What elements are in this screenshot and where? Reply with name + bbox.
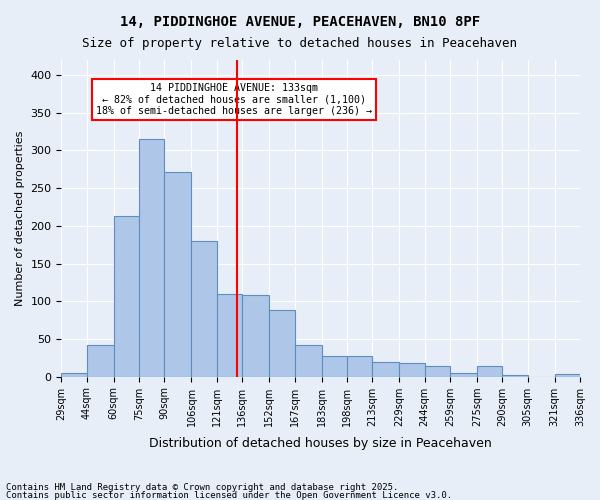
- Bar: [477, 366, 502, 376]
- Text: Size of property relative to detached houses in Peacehaven: Size of property relative to detached ho…: [83, 38, 517, 51]
- Bar: [554, 374, 580, 376]
- Bar: [372, 362, 399, 376]
- Bar: [322, 356, 347, 376]
- Text: 14, PIDDINGHOE AVENUE, PEACEHAVEN, BN10 8PF: 14, PIDDINGHOE AVENUE, PEACEHAVEN, BN10 …: [120, 15, 480, 29]
- Bar: [399, 363, 425, 376]
- Bar: [502, 375, 527, 376]
- Bar: [114, 216, 139, 376]
- Text: Contains public sector information licensed under the Open Government Licence v3: Contains public sector information licen…: [6, 490, 452, 500]
- Bar: [269, 310, 295, 376]
- Bar: [425, 366, 450, 376]
- Bar: [164, 172, 191, 376]
- Bar: [450, 373, 477, 376]
- Bar: [242, 295, 269, 376]
- Bar: [61, 373, 87, 376]
- Bar: [191, 241, 217, 376]
- X-axis label: Distribution of detached houses by size in Peacehaven: Distribution of detached houses by size …: [149, 437, 492, 450]
- Bar: [347, 356, 372, 376]
- Y-axis label: Number of detached properties: Number of detached properties: [15, 130, 25, 306]
- Text: Contains HM Land Registry data © Crown copyright and database right 2025.: Contains HM Land Registry data © Crown c…: [6, 484, 398, 492]
- Bar: [139, 139, 164, 376]
- Text: 14 PIDDINGHOE AVENUE: 133sqm
← 82% of detached houses are smaller (1,100)
18% of: 14 PIDDINGHOE AVENUE: 133sqm ← 82% of de…: [96, 82, 372, 116]
- Bar: [295, 345, 322, 376]
- Bar: [87, 345, 114, 376]
- Bar: [217, 294, 242, 376]
